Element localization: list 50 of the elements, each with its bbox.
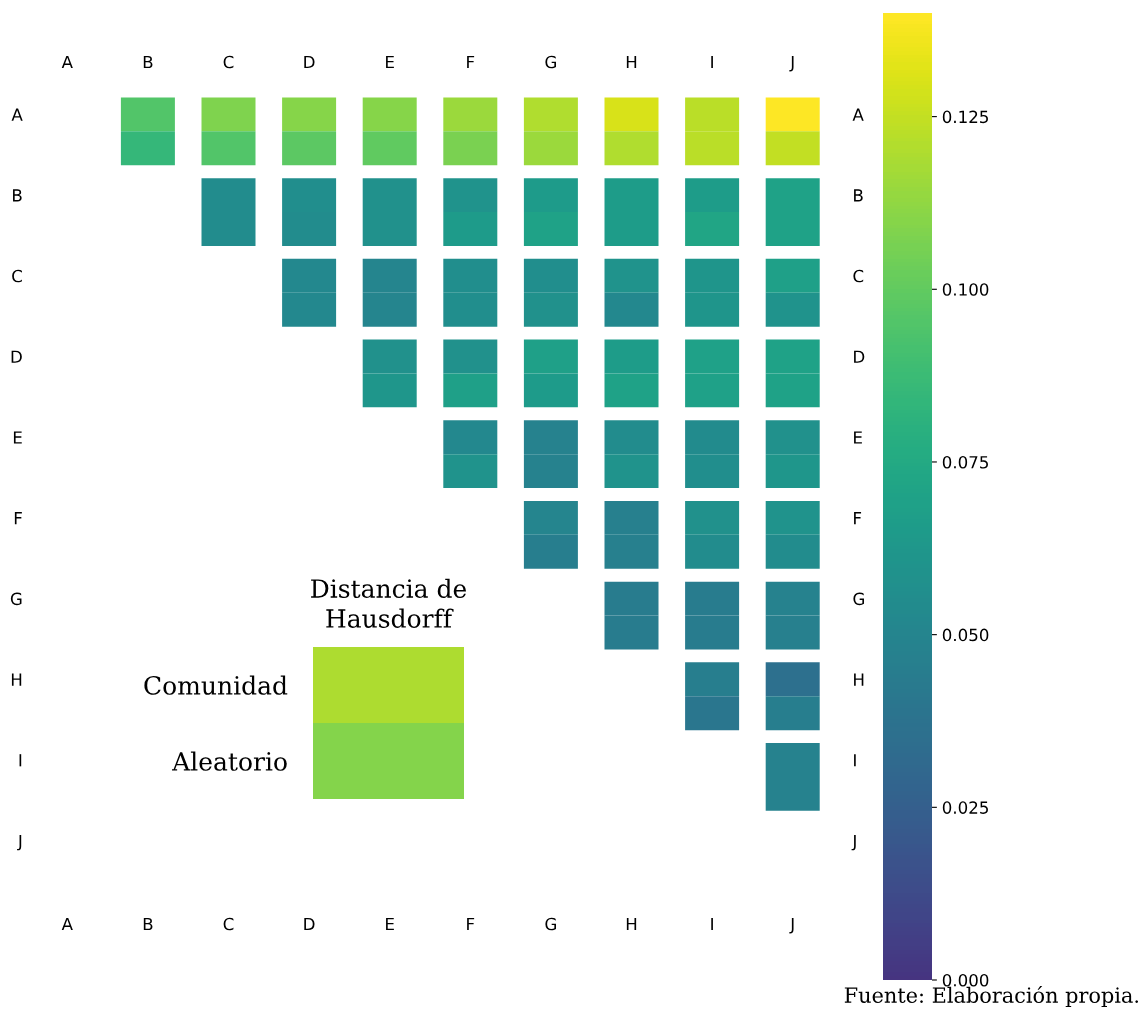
y-tick-label: H (11, 673, 22, 686)
category-label: G (545, 917, 556, 931)
x-tick-label: D (304, 55, 315, 69)
x-tick-label: H (626, 55, 637, 69)
category-label: J (789, 917, 794, 934)
category-label: I (711, 917, 713, 931)
y-tick-label: B (13, 189, 22, 202)
y2-tick-label: F (854, 512, 862, 525)
y2-tick-label: E (854, 431, 862, 444)
category-label: Aleatorio (172, 751, 287, 771)
y2-tick-label: A (852, 108, 864, 121)
y2-tick-label: C (853, 269, 864, 283)
y2-tick-label: D (854, 350, 865, 363)
source-note: Fuente: Elaboración propia. (844, 986, 1139, 1007)
category-label: C (223, 917, 234, 931)
y-tick-label: G (10, 592, 22, 606)
y2-tick-label: J (851, 834, 856, 851)
category-label: H (626, 917, 637, 931)
x-tick-label: A (61, 55, 73, 69)
y2-tick-label: I (854, 754, 856, 767)
category-label: F (467, 917, 475, 931)
x-tick-label: C (223, 55, 234, 69)
color-bar-label: 0.075 (942, 455, 988, 469)
x-tick-label: I (711, 55, 713, 69)
x-tick-label: F (467, 55, 475, 69)
text: Distancia de Hausdorff (311, 578, 467, 628)
y-tick-label: A (11, 108, 23, 121)
x-tick-label: G (545, 55, 556, 69)
y-tick-label: D (11, 350, 22, 363)
y-tick-label: I (19, 754, 22, 767)
y-tick-label: E (13, 431, 22, 444)
category-label: A (61, 917, 73, 931)
y-tick-label: F (14, 512, 22, 525)
color-bar-label: 0.000 (942, 973, 989, 987)
color-bar-label: 0.100 (942, 283, 989, 296)
x-tick-label: E (386, 55, 394, 69)
color-bar-label: 0.125 (942, 110, 988, 124)
x-tick-label: J (789, 55, 794, 72)
category-label: D (304, 917, 315, 931)
y-tick-label: J (17, 834, 22, 851)
y-tick-label: C (12, 269, 22, 283)
y2-tick-label: H (854, 673, 864, 686)
y2-tick-label: G (853, 592, 864, 606)
category-label: Comunidad (144, 675, 288, 695)
category-label: E (386, 917, 394, 931)
color-bar-label: 0.050 (942, 628, 989, 642)
x-tick-label: B (143, 55, 153, 69)
y2-tick-label: B (854, 189, 863, 202)
category-label: B (143, 917, 153, 931)
color-bar-label: 0.025 (942, 801, 988, 814)
